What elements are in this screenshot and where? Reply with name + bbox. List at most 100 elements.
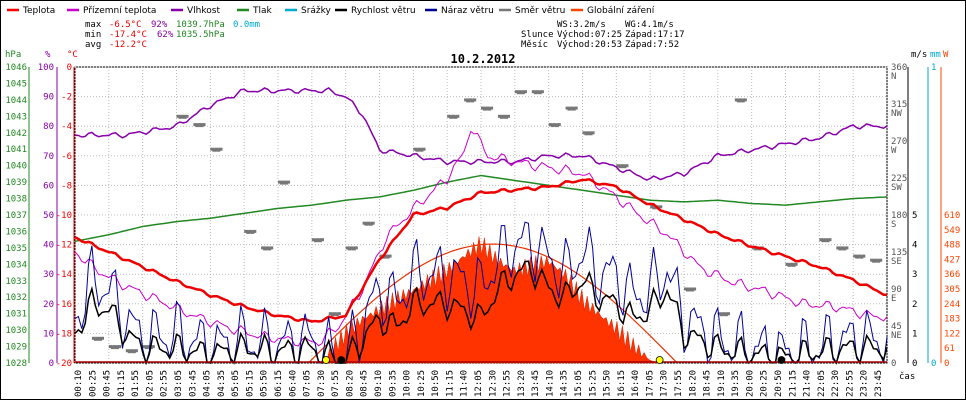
wind-direction-point — [269, 246, 274, 250]
tick-pressure: 1028 — [5, 359, 27, 369]
tick-radiation: 610 — [944, 211, 960, 221]
legend-label: Vlhkost — [187, 6, 220, 16]
tick-pressure: 1042 — [5, 129, 27, 139]
tick-temperature: -16 — [56, 300, 72, 310]
wind-direction-point — [184, 114, 189, 118]
tick-time: 10:50 — [431, 370, 441, 397]
tick-time: 21:40 — [803, 370, 813, 397]
tick-wind-dir-label: SE — [891, 257, 902, 267]
tick-time: 06:40 — [288, 370, 298, 397]
tick-wind-dir-label: N — [891, 72, 896, 82]
tick-time: 15:05 — [574, 370, 584, 397]
stats-block: max -6.5°C 92% 1039.7hPa 0.0mm min -17.4… — [85, 20, 685, 50]
wind-direction-point — [286, 180, 291, 184]
wind-direction-point — [878, 258, 883, 262]
wind-direction-point — [131, 350, 136, 354]
wind-direction-point — [499, 115, 504, 119]
sun-rise: Východ:07:25 — [557, 30, 622, 40]
sun-marker — [322, 356, 330, 364]
wind-direction-point — [353, 246, 358, 250]
chart-title: 10.2.2012 — [450, 52, 515, 66]
tick-pressure: 1039 — [5, 178, 27, 188]
tick-humidity: 80 — [43, 122, 54, 132]
tick-time: 03:05 — [174, 370, 184, 397]
legend-label: Přízemní teplota — [83, 6, 156, 16]
tick-wind-dir: 315 — [891, 100, 907, 110]
tick-radiation: 488 — [944, 241, 960, 251]
wind-direction-point — [150, 345, 155, 349]
wind-direction-point — [178, 115, 183, 119]
wind-direction-point — [489, 106, 494, 110]
stat-rain: 0.0mm — [233, 20, 260, 30]
wind-direction-point — [844, 246, 849, 250]
tick-time: 15:50 — [603, 370, 613, 397]
wind-direction-point — [248, 229, 253, 233]
wind-direction-point — [413, 147, 418, 151]
tick-wind-dir-label: NE — [891, 331, 902, 341]
tick-pressure: 1029 — [5, 343, 27, 353]
tick-time: 11:15 — [445, 370, 455, 397]
tick-wind-dir: 270 — [891, 137, 907, 147]
tick-time: 12:30 — [488, 370, 498, 397]
tick-pressure: 1031 — [5, 310, 27, 320]
wind-direction-point — [265, 246, 270, 250]
sun-label: Slunce — [521, 30, 554, 40]
tick-rain: 1 — [931, 63, 936, 73]
tick-pressure: 1032 — [5, 293, 27, 303]
sun-set: Západ:17:17 — [625, 30, 685, 40]
unit-time: čas — [899, 371, 915, 382]
tick-pressure: 1033 — [5, 277, 27, 287]
tick-time: 07:30 — [317, 370, 327, 397]
unit-mm: mm — [930, 50, 941, 60]
wind-direction-point — [468, 98, 473, 102]
wind-direction-point — [483, 107, 487, 111]
sun-marker — [655, 356, 664, 364]
tick-wind-dir-label: SW — [891, 183, 902, 193]
wind-direction-point — [622, 165, 627, 169]
stat-ws: WS:3.2m/s — [557, 20, 606, 30]
wind-direction-point — [108, 345, 113, 349]
wind-direction-point — [523, 90, 527, 94]
wind-direction-point — [686, 288, 690, 292]
tick-pressure: 1038 — [5, 195, 27, 205]
tick-radiation: 61 — [944, 344, 955, 354]
wind-direction-point — [590, 131, 595, 135]
wind-direction-point — [717, 312, 722, 316]
tick-wind-speed: 5 — [912, 211, 917, 221]
tick-pressure: 1041 — [5, 145, 27, 155]
unit-hpa: hPa — [5, 50, 21, 60]
tick-pressure: 1043 — [5, 112, 27, 122]
tick-time: 02:05 — [145, 370, 155, 397]
temperature-line — [74, 178, 887, 323]
tick-pressure: 1040 — [5, 162, 27, 172]
tick-temperature: -12 — [56, 241, 72, 251]
ground-temperature-line — [74, 130, 888, 347]
stat-max-temp: -6.5°C — [109, 20, 142, 30]
wind-direction-point — [825, 239, 830, 243]
moon-marker — [777, 356, 786, 364]
wind-direction-point — [552, 123, 557, 127]
tick-time: 07:05 — [303, 370, 313, 397]
tick-temperature: -14 — [56, 270, 72, 280]
wind-direction-point — [133, 349, 138, 353]
tick-time: 14:35 — [560, 370, 570, 397]
tick-radiation: 183 — [944, 315, 960, 325]
tick-time: 21:15 — [788, 370, 798, 397]
tick-wind-dir: 225 — [891, 174, 907, 184]
tick-humidity: 70 — [43, 152, 54, 162]
wind-direction-point — [311, 238, 316, 242]
tick-temperature: -6 — [61, 152, 72, 162]
wind-direction-point — [419, 148, 424, 152]
tick-time: 22:30 — [831, 370, 841, 397]
stat-min-press: 1035.5hPa — [176, 30, 225, 40]
wind-direction-point — [819, 238, 824, 242]
stat-min-label: min — [85, 30, 101, 40]
wind-direction-point — [451, 114, 456, 118]
tick-humidity: 30 — [43, 270, 54, 280]
wind-direction-point — [201, 123, 206, 127]
legend-label: Náraz větru — [441, 6, 494, 16]
tick-wind-dir: 135 — [891, 248, 907, 258]
tick-radiation: 366 — [944, 270, 960, 280]
legend-label: Rychlost větru — [351, 6, 416, 16]
tick-time: 17:05 — [645, 370, 655, 397]
